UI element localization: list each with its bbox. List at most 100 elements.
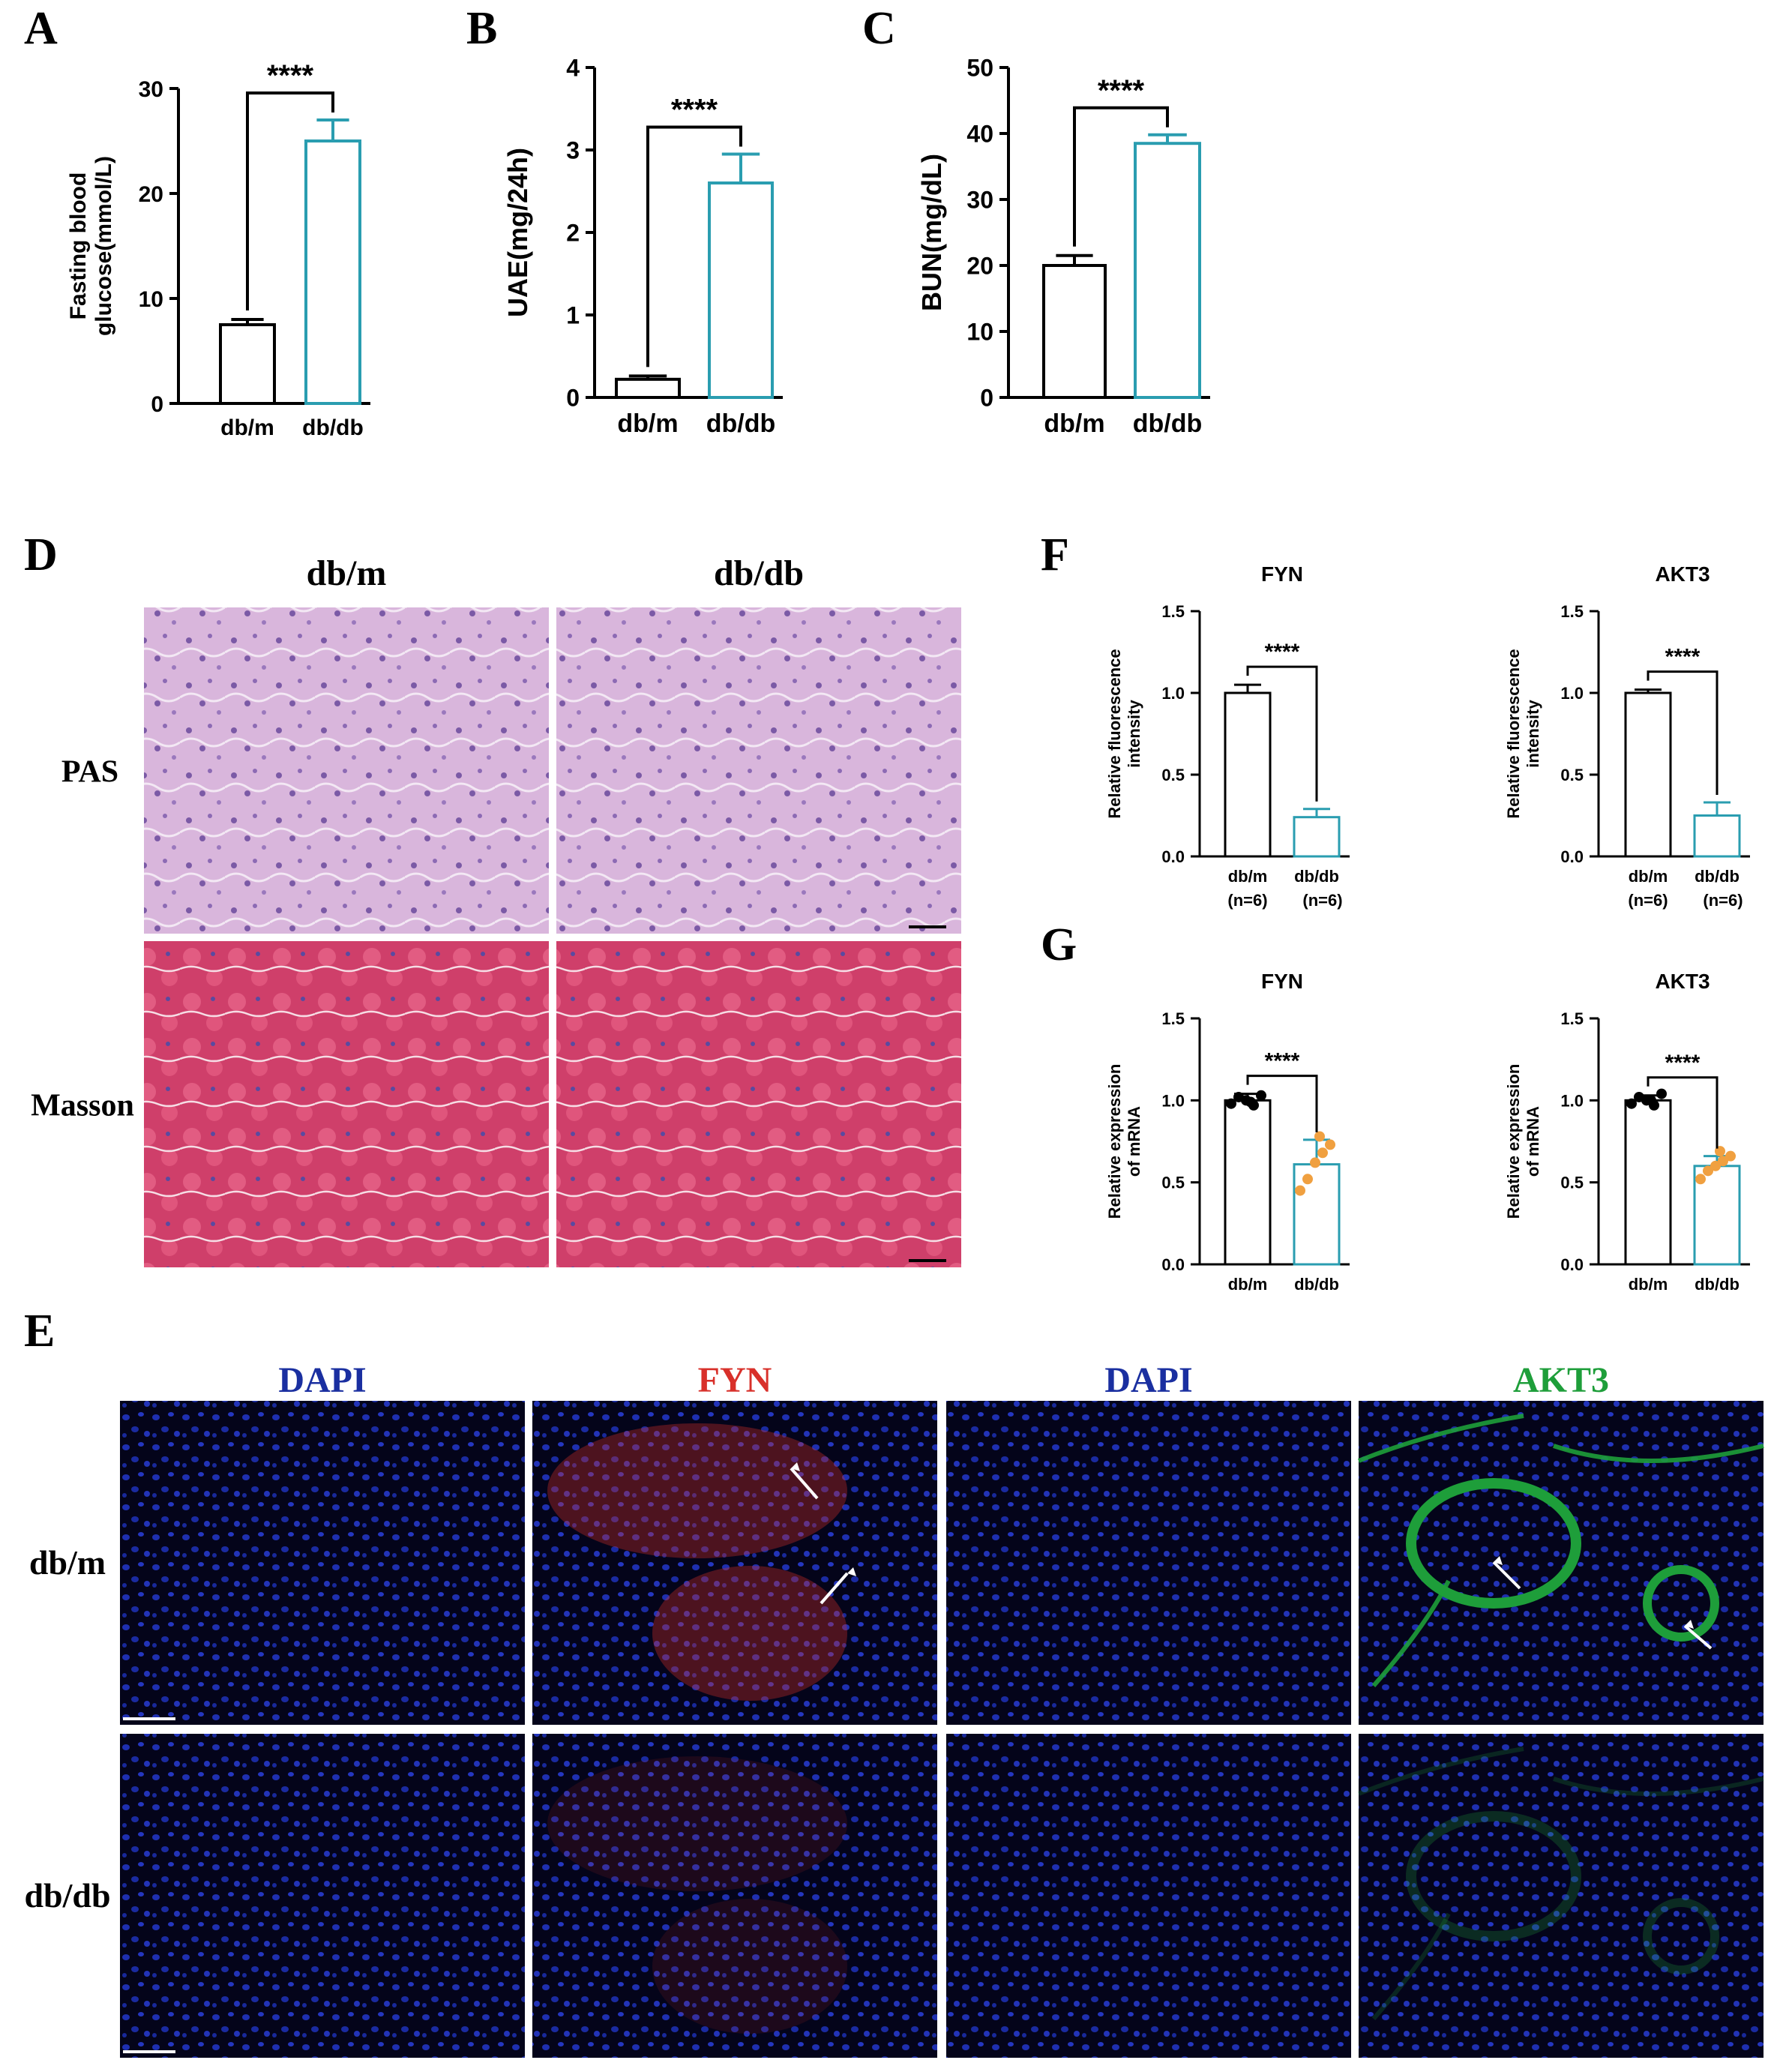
bar-db-m	[615, 377, 681, 399]
bar-db-db	[1134, 142, 1201, 399]
x-tick-label: db/m	[617, 409, 678, 438]
panel-letter-B: B	[466, 3, 497, 54]
arrow-icon	[820, 1572, 849, 1605]
column-label-d: db/m	[307, 553, 387, 593]
akt3-signal	[1406, 1811, 1581, 1942]
chart-c: 0 10 20 30 40 50 db/m db/db **** BUN(mg/dL)	[916, 55, 1210, 438]
y-axis-label: intensity	[1524, 700, 1542, 768]
chart-a: 0 10 20 30 db/m db/db **** Fasting blood glucose…	[66, 59, 370, 440]
y-axis-label: glucose(mmol/L)	[91, 156, 116, 336]
row-label-e: db/m	[29, 1543, 106, 1582]
panel-letter-G: G	[1041, 919, 1077, 970]
histology-image-masson-dbm	[144, 941, 549, 1267]
y-axis-label: Relative fluorescence	[1504, 649, 1523, 818]
significance-label: ****	[671, 94, 718, 127]
x-tick-sublabel: (n=6)	[1302, 891, 1342, 910]
y-tick-label: 50	[966, 55, 993, 82]
bar-db-db	[304, 139, 361, 405]
y-tick-label: 2	[566, 220, 580, 247]
y-tick-label: 1.5	[1161, 1009, 1185, 1028]
y-tick-label: 0.5	[1560, 766, 1584, 784]
if-image-dapi-dbm	[946, 1401, 1351, 1725]
panel-letter-E: E	[24, 1306, 55, 1357]
if-image-dapi-dbdb	[946, 1734, 1351, 2058]
if-image-akt3-dbdb	[1359, 1734, 1764, 2058]
data-point	[1245, 1096, 1256, 1108]
significance-bracket	[1647, 1076, 1719, 1149]
x-tick-label: db/m	[1629, 1275, 1668, 1294]
column-label-d: db/db	[714, 553, 804, 593]
y-axis-label: intensity	[1125, 700, 1143, 768]
y-tick-label: 30	[966, 187, 993, 214]
column-label-e: DAPI	[278, 1360, 366, 1400]
y-tick-label: 1	[566, 302, 580, 329]
significance-bracket	[1246, 1075, 1318, 1132]
y-tick-label: 3	[566, 137, 580, 164]
y-tick-label: 1.0	[1560, 1091, 1584, 1110]
if-image-fyn-dbdb	[532, 1734, 937, 2058]
fyn-signal	[547, 1423, 847, 1558]
x-tick-label: db/db	[1695, 867, 1740, 886]
significance-bracket	[646, 125, 742, 367]
chart-title: AKT3	[1655, 970, 1710, 993]
akt3-signal	[1357, 1747, 1764, 2020]
x-tick-sublabel: (n=6)	[1628, 891, 1668, 910]
if-image-dapi-dbdb	[120, 1734, 525, 2058]
chart-title: FYN	[1261, 970, 1303, 993]
column-label-e: FYN	[698, 1360, 772, 1400]
significance-label: ****	[1265, 1049, 1300, 1074]
row-label-d: PAS	[61, 755, 118, 790]
y-tick-label: 0.0	[1161, 1255, 1185, 1274]
bar-db-m	[219, 323, 276, 405]
akt3-signal	[1357, 1414, 1764, 1687]
x-tick-label: db/db	[1294, 1275, 1339, 1294]
bar-db-m	[1624, 691, 1672, 858]
x-tick-label: db/db	[1695, 1275, 1740, 1294]
y-tick-label: 1.0	[1161, 1091, 1185, 1110]
x-tick-sublabel: (n=6)	[1703, 891, 1743, 910]
y-axis-label: of mRNA	[1524, 1106, 1542, 1177]
significance-bracket	[1246, 665, 1318, 802]
fyn-signal	[547, 1756, 847, 1891]
chart-title: AKT3	[1655, 562, 1710, 586]
if-image-dapi-dbm	[120, 1401, 525, 1725]
y-tick-label: 4	[566, 55, 580, 82]
data-point	[1703, 1165, 1713, 1177]
bar-db-m	[1224, 691, 1272, 858]
arrow-icon	[1494, 1556, 1503, 1565]
bar-db-m	[1042, 264, 1107, 399]
x-tick-label: db/m	[220, 415, 274, 440]
arrow-icon	[1685, 1620, 1694, 1629]
significance-bracket	[1073, 106, 1169, 247]
data-point	[1725, 1150, 1736, 1162]
y-tick-label: 40	[966, 121, 993, 148]
y-tick-label: 0.5	[1560, 1174, 1584, 1192]
data-point	[1302, 1174, 1313, 1185]
chart-f-fyn: 0.0 0.5 1.0 1.5 db/m (n=6) db/db (n=6) **** FYN Re…	[1105, 562, 1350, 910]
y-tick-label: 0	[151, 392, 163, 417]
y-tick-label: 10	[966, 319, 993, 346]
chart-f-akt3: 0.0 0.5 1.0 1.5 db/m (n=6) db/db (n=6) **** AKT3 R…	[1504, 562, 1750, 910]
significance-bracket	[1647, 670, 1719, 796]
chart-b: 0 1 2 3 4 db/m db/db **** UAE(mg/24h)	[502, 55, 783, 438]
arrow-icon	[1683, 1624, 1713, 1650]
y-tick-label: 20	[139, 182, 163, 207]
data-point	[1325, 1139, 1335, 1150]
x-tick-sublabel: (n=6)	[1227, 891, 1267, 910]
data-point	[1314, 1131, 1325, 1142]
akt3-signal	[1643, 1898, 1719, 1975]
bar-db-db	[1293, 816, 1341, 858]
column-label-e: AKT3	[1513, 1360, 1609, 1400]
data-point	[1310, 1157, 1320, 1168]
histology-image-masson-dbdb	[556, 941, 961, 1267]
y-tick-label: 10	[139, 287, 163, 312]
panel-letter-F: F	[1041, 529, 1069, 580]
bar-db-m	[1624, 1099, 1672, 1266]
y-axis-label: of mRNA	[1125, 1106, 1143, 1177]
arrow-icon	[847, 1567, 856, 1576]
chart-g-fyn: 0.0 0.5 1.0 1.5 db/m db/db **** FYN Relative exp…	[1105, 970, 1350, 1294]
arrow-icon	[791, 1462, 800, 1471]
chart-g-akt3: 0.0 0.5 1.0 1.5 db/m db/db **** AKT3 Relative ex…	[1504, 970, 1750, 1294]
data-point	[1317, 1147, 1328, 1159]
y-axis-label: Relative expression	[1504, 1064, 1523, 1219]
